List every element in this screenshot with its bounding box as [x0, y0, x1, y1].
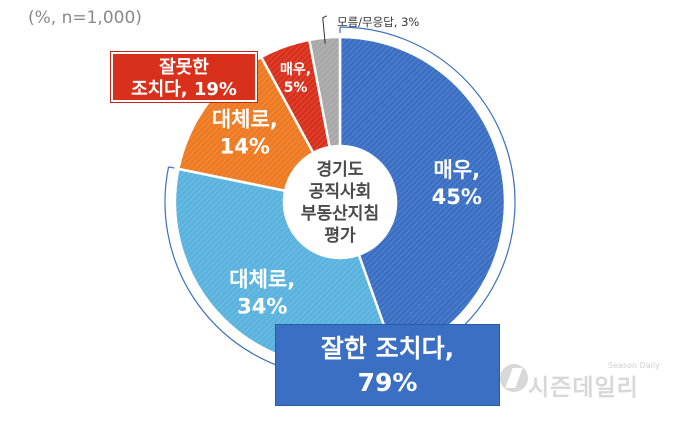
pie-slice-texture-4	[261, 39, 330, 153]
slice-labels: 매우, 45% 대체로, 34% 대체로, 14% 매우, 5%	[212, 62, 482, 318]
slice-label-value-1: 45%	[432, 185, 482, 209]
negative-total-line2: 조치다, 19%	[131, 79, 237, 100]
slice-label-name-3: 대체로,	[212, 107, 278, 131]
pie-slice-texture-3	[178, 57, 314, 191]
slice-label-name-2: 대체로,	[229, 267, 295, 291]
negative-total-box: 잘못한 조치다, 19%	[110, 51, 258, 103]
slice-label-value-4: 5%	[284, 80, 308, 96]
positive-total-line1: 잘한 조치다,	[320, 334, 455, 363]
negative-total-line1: 잘못한	[159, 57, 209, 78]
dont-know-label: 모름/무응답, 3%	[337, 15, 420, 29]
center-title-line-1: 경기도	[317, 160, 364, 180]
watermark-small-text: Season Daily	[608, 361, 660, 370]
slice-label-name-4: 매우,	[280, 62, 311, 78]
watermark-text: 시즌데일리	[528, 375, 639, 401]
dont-know-leader-line	[322, 15, 327, 44]
pie-slice-texture-2	[174, 168, 396, 367]
positive-total-box: 잘한 조치다, 79%	[275, 324, 500, 406]
watermark-logo-icon	[500, 364, 528, 392]
slice-label-name-1: 매우,	[433, 158, 480, 182]
pie-slices	[173, 35, 507, 369]
slice-label-value-2: 34%	[237, 294, 287, 318]
positive-bracket-end-tick	[168, 166, 175, 169]
pie-slice-texture-1	[340, 37, 505, 358]
positive-total-line2: 79%	[357, 368, 418, 397]
pie-slice-texture-5	[309, 37, 340, 147]
center-title-line-3: 부동산지침	[301, 203, 379, 224]
center-title-line-4: 평가	[324, 226, 356, 246]
center-circle	[286, 148, 394, 256]
center-title-line-2: 공직사회	[309, 182, 372, 202]
slice-label-value-3: 14%	[220, 134, 270, 158]
base-note: (%, n=1,000)	[28, 8, 142, 28]
